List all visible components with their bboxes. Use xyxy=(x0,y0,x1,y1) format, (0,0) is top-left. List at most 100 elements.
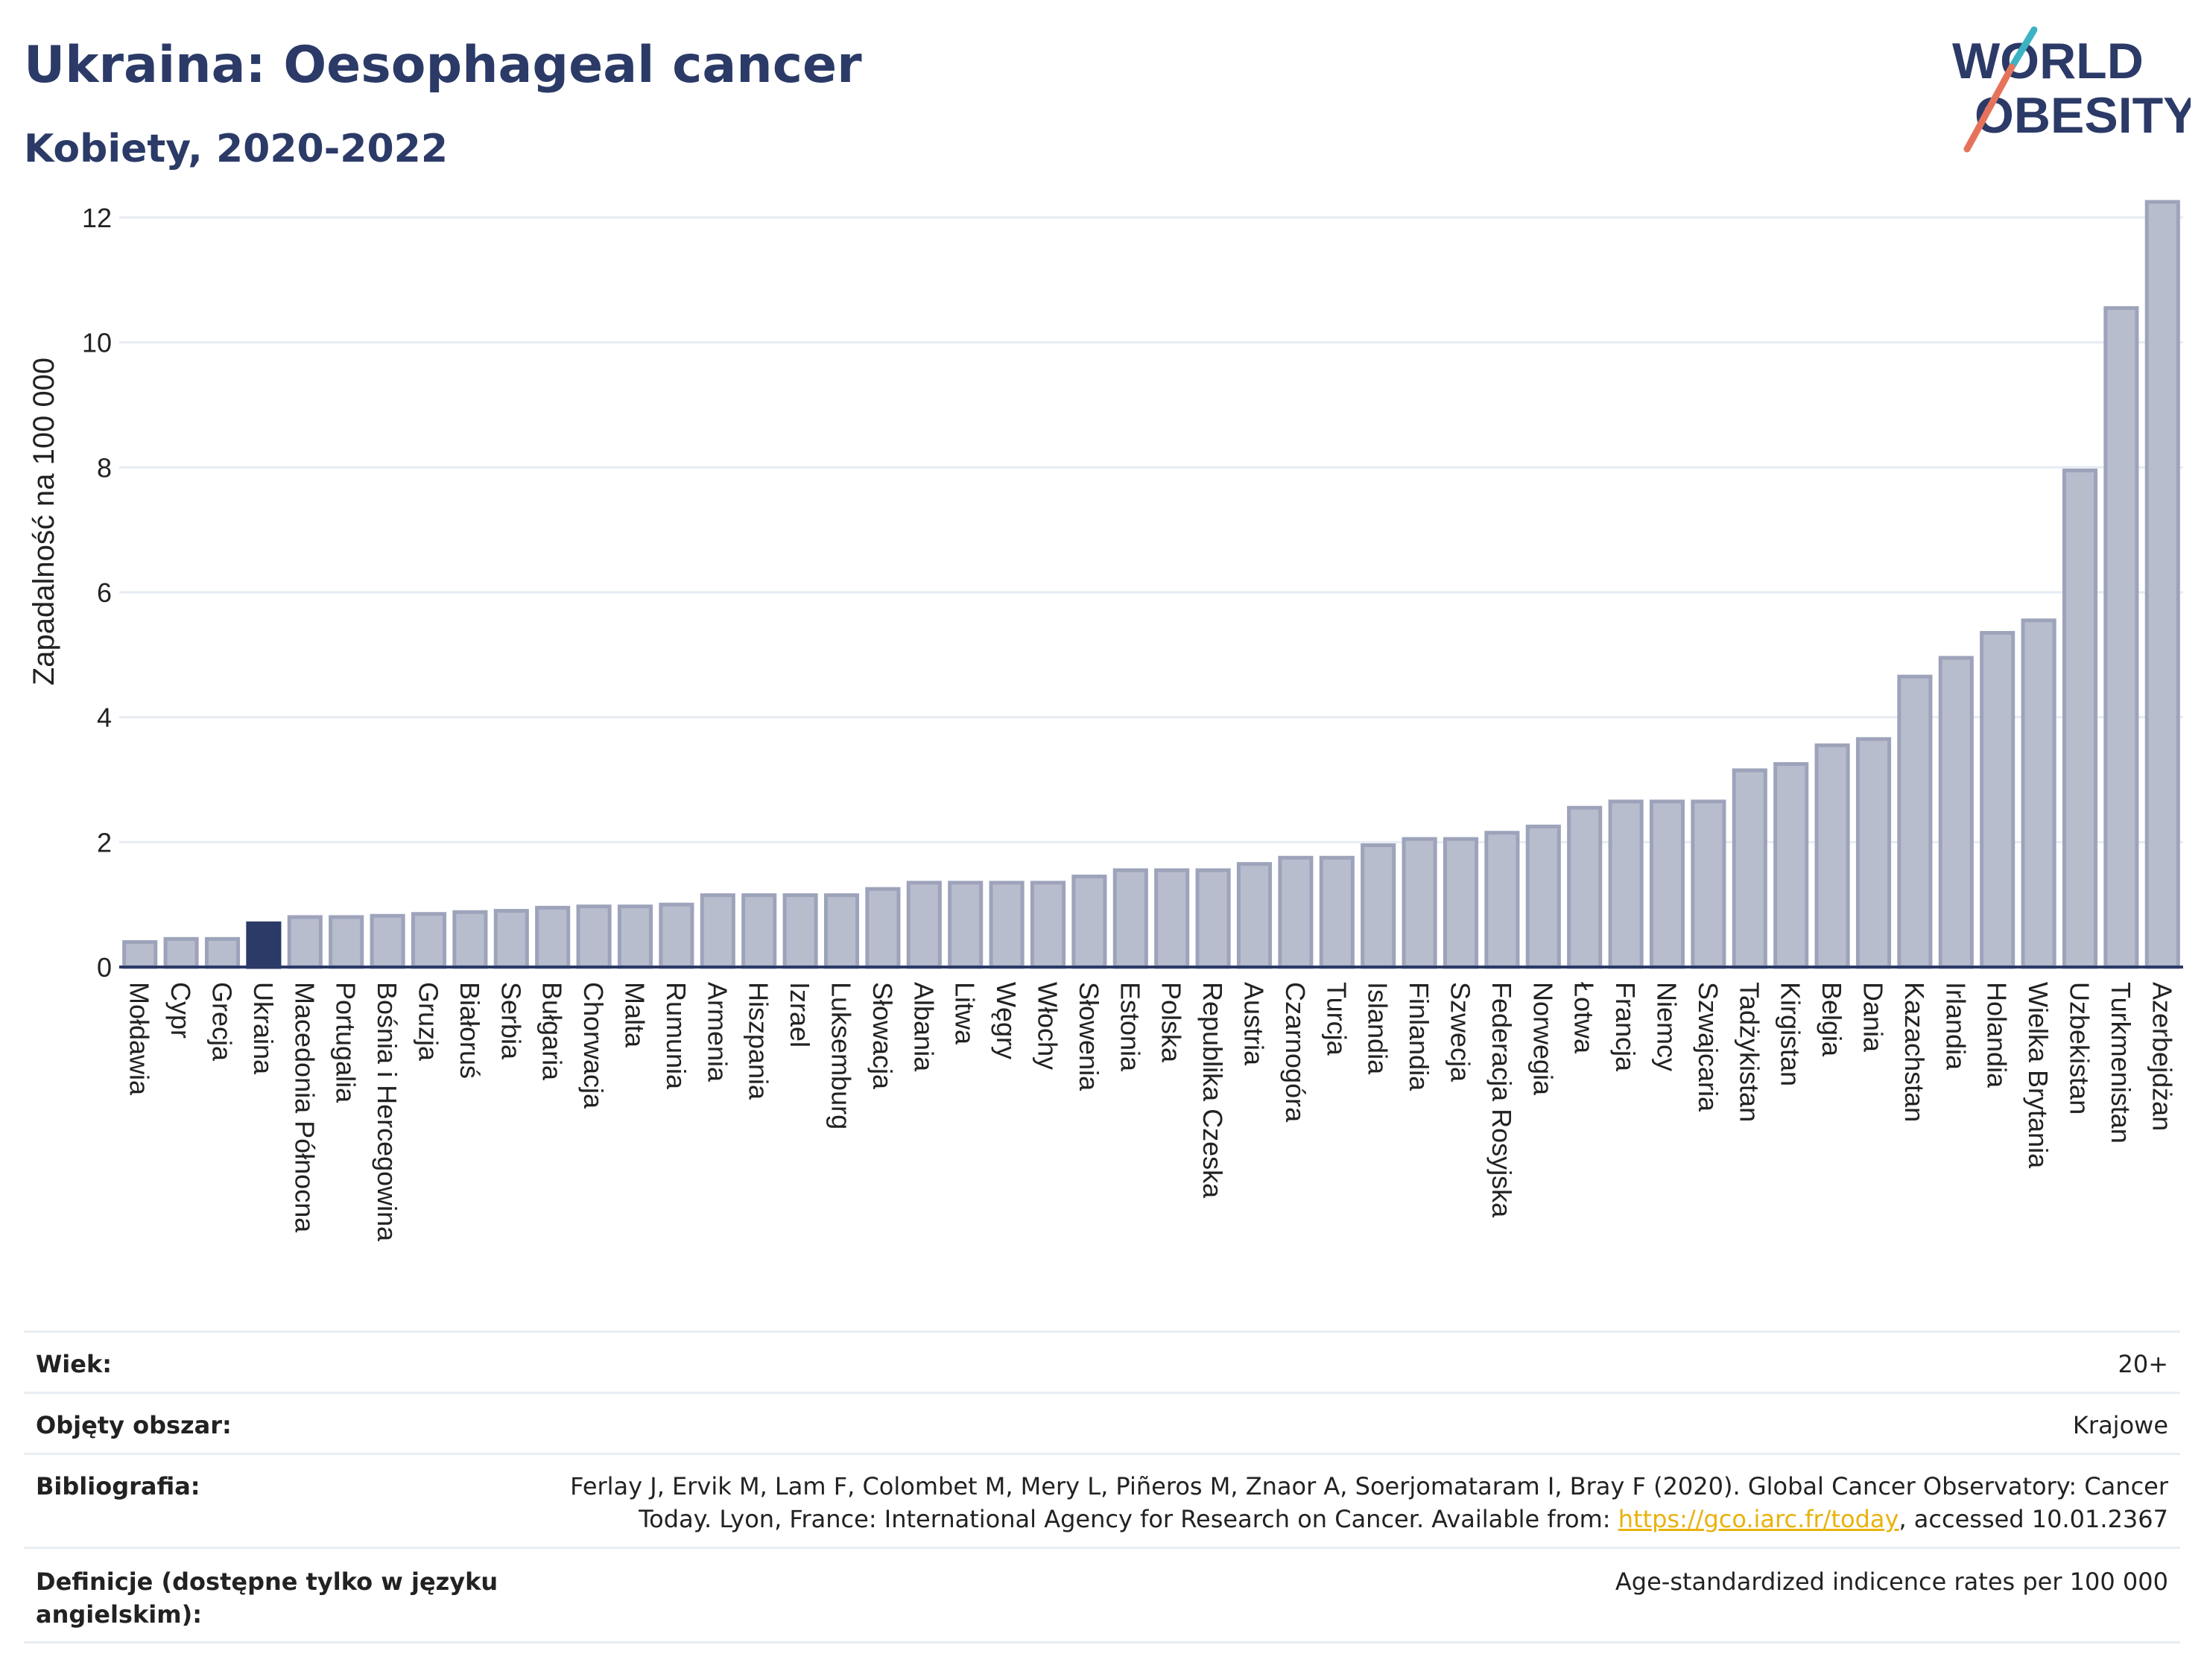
meta-row-bibliography: Bibliografia: Ferlay J, Ervik M, Lam F, … xyxy=(24,1453,2180,1547)
meta-value-area: Krajowe xyxy=(2072,1411,2168,1439)
meta-label-age: Wiek: xyxy=(36,1350,113,1378)
y-tick-labels: 0 2 4 6 8 10 12 xyxy=(82,203,112,983)
bar-bośnia-i-hercegowina xyxy=(370,913,405,969)
y-tick-label: 12 xyxy=(82,203,112,233)
definitions-label-line-1: Definicje (dostępne tylko w języku xyxy=(36,1568,498,1596)
bar-kirgistan xyxy=(1773,762,1809,969)
y-tick-label: 4 xyxy=(97,703,112,733)
x-tick-label: Izrael xyxy=(785,982,815,1047)
logo-text-world: WORLD xyxy=(1952,33,2144,89)
bar-włochy xyxy=(1030,881,1066,969)
x-tick-label: Kirgistan xyxy=(1776,982,1806,1086)
x-tick-label: Federacja Rosyjska xyxy=(1486,982,1517,1218)
y-tick-label: 6 xyxy=(97,577,112,608)
x-tick-label: Uzbekistan xyxy=(2065,982,2095,1115)
world-obesity-logo: WORLD OBESITY xyxy=(1952,26,2191,153)
x-tick-label: Słowenia xyxy=(1074,982,1104,1091)
x-tick-label: Luksemburg xyxy=(826,982,857,1129)
x-tick-label: Tadżykistan xyxy=(1734,982,1764,1122)
bar-portugalia xyxy=(329,915,364,969)
x-tick-label: Albania xyxy=(908,982,939,1072)
x-tick-label: Niemcy xyxy=(1652,982,1682,1071)
meta-row-age: Wiek: 20+ xyxy=(24,1331,2180,1392)
x-tick-label: Gruzja xyxy=(414,982,444,1062)
bar-łotwa xyxy=(1567,805,1603,969)
bar-polska xyxy=(1154,868,1190,969)
bar-szwecja xyxy=(1443,837,1479,969)
x-tick-label: Estonia xyxy=(1115,982,1145,1072)
bibliography-line-1: Ferlay J, Ervik M, Lam F, Colombet M, Me… xyxy=(570,1472,2168,1500)
x-tick-label: Grecja xyxy=(207,982,238,1062)
bar-gruzja xyxy=(411,912,447,969)
x-tick-label: Szwecja xyxy=(1445,982,1476,1083)
bar-tadżykistan xyxy=(1732,768,1767,969)
y-tick-label: 10 xyxy=(82,328,112,358)
chart-subtitle: Kobiety, 2020-2022 xyxy=(24,127,449,171)
x-tick-label: Rumunia xyxy=(661,982,691,1090)
x-tick-label: Serbia xyxy=(495,982,526,1060)
x-tick-label: Szwajcaria xyxy=(1693,982,1723,1112)
x-tick-label: Czarnogóra xyxy=(1280,982,1311,1123)
meta-value-definitions: Age-standardized indicence rates per 100… xyxy=(1615,1568,2168,1596)
bar-izrael xyxy=(782,893,818,969)
x-tick-label: Wielka Brytania xyxy=(2023,982,2053,1169)
bar-chorwacja xyxy=(576,904,612,969)
y-axis-label: Zapadalność na 100 000 xyxy=(28,358,60,685)
bar-norwegia xyxy=(1525,824,1561,969)
x-tick-label: Azerbejdżan xyxy=(2147,982,2177,1131)
bar-niemcy xyxy=(1649,799,1685,969)
x-tick-label: Białoruś xyxy=(455,982,485,1079)
meta-label-definitions: Definicje (dostępne tylko w języku angie… xyxy=(36,1565,498,1631)
bar-republika-czeska xyxy=(1195,868,1231,969)
x-tick-label: Holandia xyxy=(1982,982,2013,1088)
logo-text-obesity: OBESITY xyxy=(1975,87,2191,144)
bar-luksemburg xyxy=(823,893,860,969)
x-tick-label: Portugalia xyxy=(331,982,361,1103)
x-tick-label: Turkmenistan xyxy=(2106,982,2136,1144)
bar-litwa xyxy=(948,881,984,969)
y-tick-label: 8 xyxy=(97,452,112,483)
x-tick-label: Łotwa xyxy=(1569,982,1600,1054)
x-tick-label: Cypr xyxy=(165,982,196,1039)
x-tick-label: Dania xyxy=(1858,982,1889,1053)
bar-federacja-rosyjska xyxy=(1484,831,1520,969)
bar-armenia xyxy=(700,893,735,969)
bar-islandia xyxy=(1361,843,1396,969)
bar-szwajcaria xyxy=(1691,799,1726,969)
x-tick-label: Macedonia Północna xyxy=(289,982,320,1233)
x-tick-label: Irlandia xyxy=(1940,982,1971,1071)
x-tick-label: Węgry xyxy=(991,982,1022,1059)
x-tick-label: Litwa xyxy=(950,982,981,1045)
x-tick-label: Finlandia xyxy=(1404,982,1434,1091)
bar-uzbekistan xyxy=(2062,468,2098,969)
bar-estonia xyxy=(1112,868,1148,969)
bar-holandia xyxy=(1980,630,2015,969)
bar-mołdawia xyxy=(122,939,158,969)
bar-belgia xyxy=(1814,743,1850,969)
bar-węgry xyxy=(989,881,1025,969)
y-tick-label: 2 xyxy=(97,827,112,858)
meta-row-area: Objęty obszar: Krajowe xyxy=(24,1392,2180,1454)
x-tick-label: Włochy xyxy=(1033,982,1063,1070)
bar-irlandia xyxy=(1938,656,1974,969)
meta-label-area: Objęty obszar: xyxy=(36,1411,232,1439)
x-tick-label: Austria xyxy=(1239,982,1270,1066)
x-tick-label: Chorwacja xyxy=(578,982,609,1109)
bibliography-link[interactable]: https://gco.iarc.fr/today xyxy=(1618,1505,1899,1533)
bar-białoruś xyxy=(452,910,488,969)
x-tick-label: Belgia xyxy=(1817,982,1847,1057)
bar-dania xyxy=(1855,737,1892,969)
bar-ukraina xyxy=(246,921,282,969)
definitions-label-line-2: angielskim): xyxy=(36,1600,202,1629)
x-tick-label: Turcja xyxy=(1321,982,1352,1056)
meta-label-bibliography: Bibliografia: xyxy=(36,1472,200,1500)
bibliography-line-2-post: , accessed 10.01.2367 xyxy=(1899,1505,2168,1533)
bar-azerbejdżan xyxy=(2144,200,2180,969)
bar-słowacja xyxy=(865,887,901,969)
meta-row-definitions: Definicje (dostępne tylko w języku angie… xyxy=(24,1547,2180,1643)
logo-slash-coral xyxy=(1963,63,2015,153)
y-tick-label: 0 xyxy=(97,952,112,983)
x-tick-label: Kazachstan xyxy=(1899,982,1930,1122)
bar-macedonia-północna xyxy=(287,915,323,969)
bar-cypr xyxy=(163,936,199,969)
